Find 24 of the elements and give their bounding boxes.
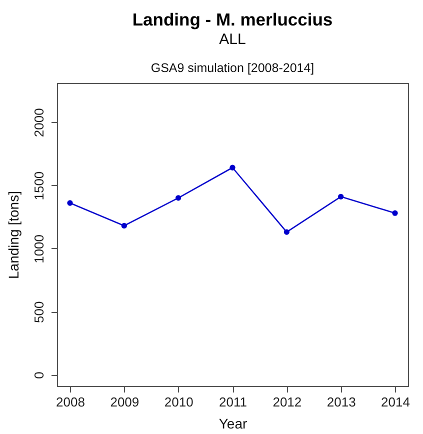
- text: GSA9 simulation [2008-2014]: [150, 61, 314, 75]
- x-tick-label: 2008: [56, 394, 85, 410]
- x-tick-label: 2010: [164, 394, 194, 410]
- x-axis-title: Year: [218, 416, 248, 432]
- y-tick-label: 0: [32, 372, 46, 379]
- y-tick-label: 500: [32, 301, 46, 323]
- y-axis-title: Landing [tons]: [6, 191, 22, 279]
- y-tick-label: 2000: [32, 108, 46, 138]
- x-tick-label: 2014: [381, 394, 410, 410]
- point: [67, 200, 73, 206]
- point: [121, 222, 127, 229]
- chart-title: Landing - M. merluccius: [132, 10, 333, 30]
- x-tick-label: 2009: [110, 394, 140, 410]
- x-tick-label: 2012: [272, 394, 302, 410]
- x-tick-label: 2011: [219, 394, 247, 410]
- point: [284, 229, 290, 235]
- x-tick-label: 2013: [326, 394, 356, 410]
- point: [230, 164, 236, 170]
- y-tick-label: 1000: [32, 234, 46, 264]
- point: [338, 194, 344, 200]
- chart-subtitle: ALL: [219, 31, 246, 48]
- y-tick-label: 1500: [32, 171, 46, 200]
- point: [176, 195, 182, 201]
- point: [392, 210, 398, 216]
